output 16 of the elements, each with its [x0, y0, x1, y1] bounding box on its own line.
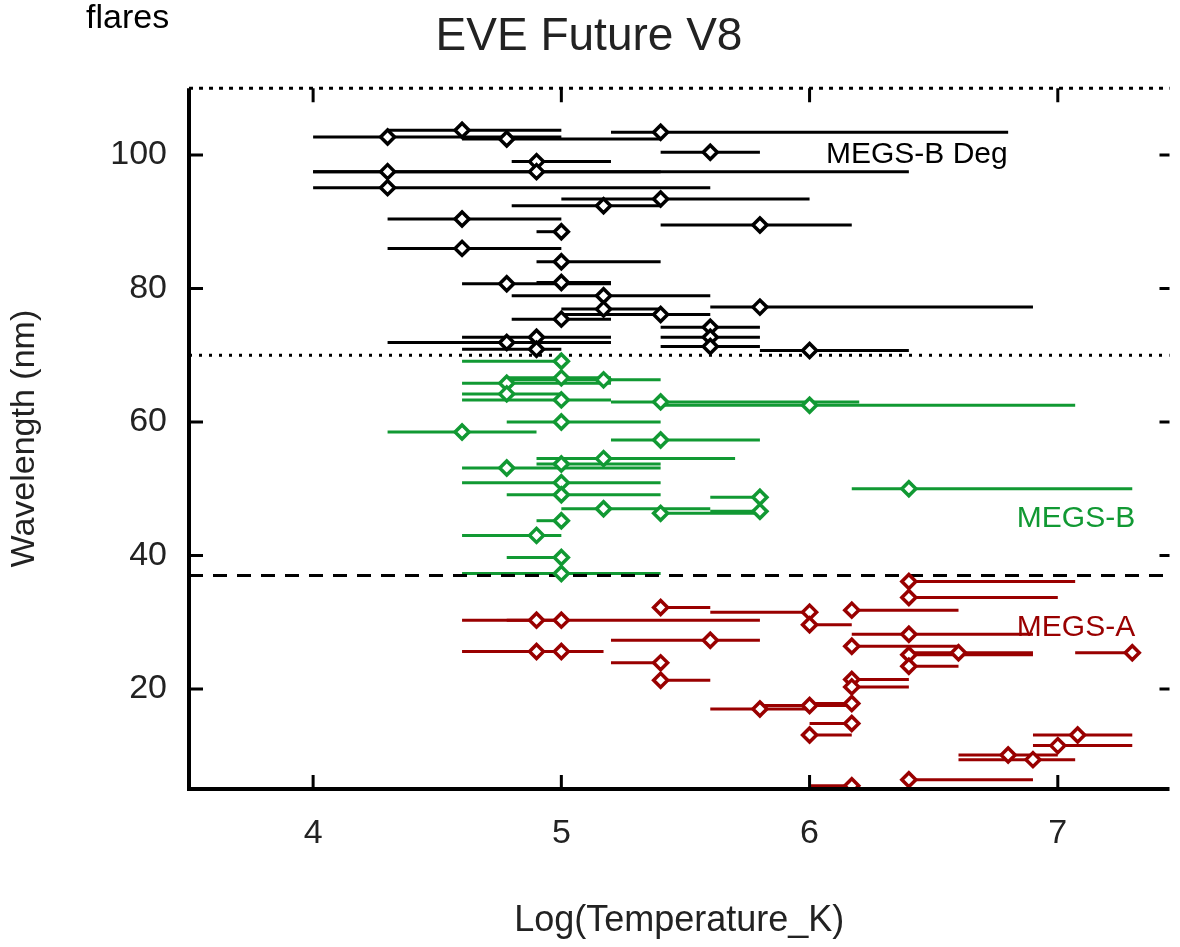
y-tick-label: 20 — [129, 667, 167, 706]
x-tick-label: 6 — [800, 811, 820, 850]
y-axis-title: Wavelength (nm) — [2, 309, 41, 568]
series-label: MEGS-A — [1016, 609, 1136, 643]
y-tick-label: 40 — [129, 533, 167, 572]
x-tick-label: 4 — [303, 811, 323, 850]
x-tick-label: 5 — [551, 811, 571, 850]
y-tick-label: 100 — [110, 133, 167, 172]
legend-label: MEGS-B Deg — [826, 136, 1008, 170]
chart-title: EVE Future V8 — [435, 8, 743, 61]
x-axis-title: Log(Temperature_K) — [514, 898, 845, 940]
y-tick-label: 60 — [129, 400, 167, 439]
y-tick-label: 80 — [129, 266, 167, 305]
x-tick-label: 7 — [1048, 811, 1068, 850]
text: flares — [86, 0, 170, 36]
text: MEGS-B — [1016, 500, 1136, 534]
